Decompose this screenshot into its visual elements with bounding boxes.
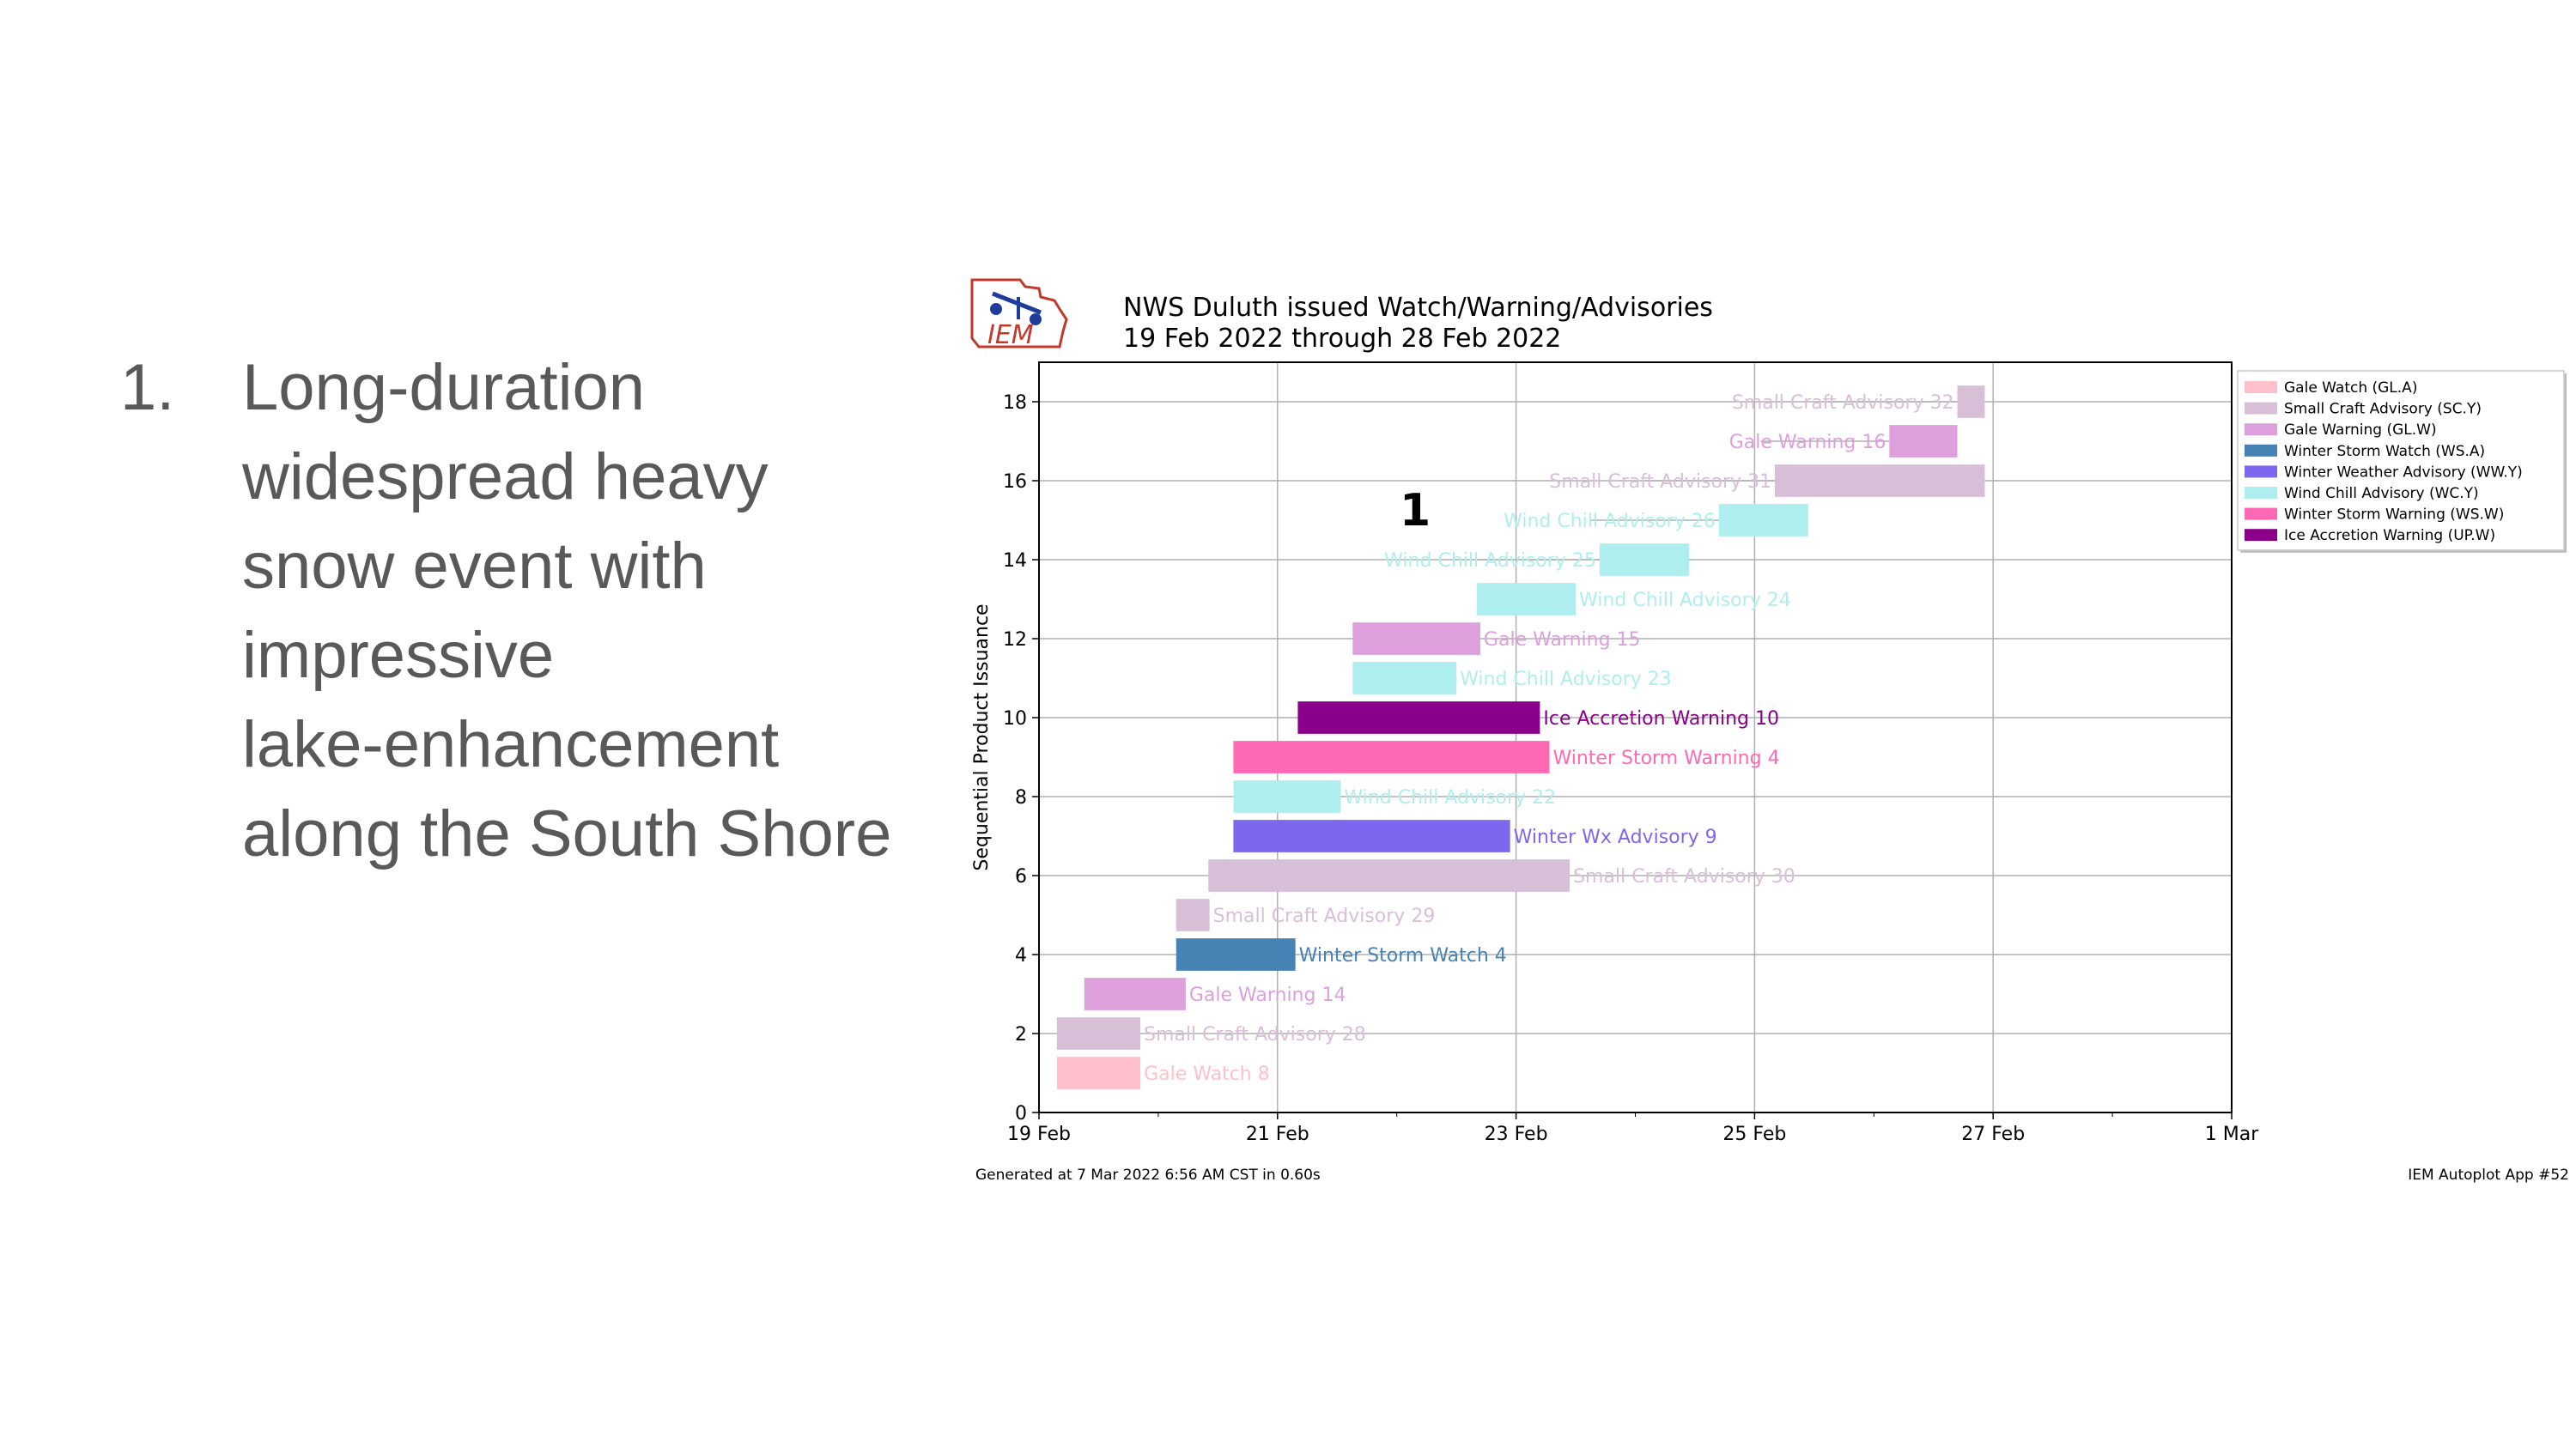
y-tick-label: 6 [1015,866,1027,888]
gantt-bar [1957,385,1985,418]
bar-label: Gale Watch 8 [1144,1064,1270,1085]
legend-swatch [2245,529,2277,542]
gantt-bar [1599,543,1690,576]
bar-label: Winter Wx Advisory 9 [1514,827,1717,848]
legend-label: Gale Warning (GL.W) [2284,421,2437,439]
bar-label: Small Craft Advisory 28 [1144,1024,1366,1046]
gantt-bar [1352,622,1480,655]
gantt-bar [1056,1057,1141,1089]
gantt-bar [1297,701,1540,734]
legend-swatch [2245,507,2277,520]
annotation-number: 1 [1400,485,1431,537]
bar-label: Wind Chill Advisory 24 [1579,590,1791,611]
bar-label: Wind Chill Advisory 26 [1504,511,1716,532]
legend: Gale Watch (GL.A) Small Craft Advisory (S… [2237,370,2567,553]
x-tick-label: 23 Feb [1485,1124,1548,1145]
legend-swatch [2245,487,2277,499]
bar-label: Wind Chill Advisory 25 [1384,550,1596,572]
footer-generated: Generated at 7 Mar 2022 6:56 AM CST in 0… [975,1167,1321,1184]
bar-label: Gale Warning 16 [1729,432,1886,453]
bar-label: Gale Warning 15 [1484,629,1641,651]
x-axis-ticks: 19 Feb 21 Feb 23 Feb 25 Feb 27 Feb 1 Mar [1007,1113,2259,1145]
gantt-bar [1233,741,1550,773]
list-item-text: Long-duration widespread heavy snow even… [242,351,892,870]
bar-label: Small Craft Advisory 31 [1549,471,1771,493]
slide-text-block: 1. Long-duration widespread heavy snow e… [120,343,910,879]
y-tick-label: 10 [1003,708,1027,730]
gantt-bar [1056,1017,1141,1050]
legend-box [2237,370,2565,551]
y-tick-label: 4 [1015,945,1027,967]
y-tick-label: 18 [1003,392,1027,414]
bar-label: Winter Storm Warning 4 [1552,748,1779,769]
legend-label: Winter Weather Advisory (WW.Y) [2284,464,2523,481]
x-tick-label: 25 Feb [1722,1124,1786,1145]
y-axis-label: Sequential Product Issuance [971,603,993,870]
bar-label: Wind Chill Advisory 23 [1460,669,1672,690]
legend-swatch [2245,381,2277,393]
chart-svg: IEM NWS Duluth issued Watch/Warning/Advi… [970,278,2569,1184]
gantt-bar [1476,583,1577,615]
legend-label: Winter Storm Warning (WS.W) [2284,506,2504,524]
y-tick-label: 2 [1015,1024,1027,1046]
gantt-bar [1233,780,1341,813]
legend-swatch [2245,423,2277,436]
gantt-bar [1889,425,1958,458]
legend-label: Gale Watch (GL.A) [2284,379,2417,397]
chart-subtitle: 19 Feb 2022 through 28 Feb 2022 [1123,324,1561,354]
legend-label: Winter Storm Watch (WS.A) [2284,443,2485,460]
x-tick-label: 21 Feb [1246,1124,1309,1145]
bar-label: Ice Accretion Warning 10 [1543,708,1779,730]
bar-labels-group: Gale Watch 8 Small Craft Advisory 28 Gale … [1144,392,1958,1085]
legend-swatch [2245,444,2277,457]
legend-label: Small Craft Advisory (SC.Y) [2284,401,2482,418]
x-tick-label: 27 Feb [1961,1124,2025,1145]
chart-image: IEM NWS Duluth issued Watch/Warning/Advi… [970,275,2576,1202]
iem-logo: IEM [970,278,1068,350]
x-tick-label: 19 Feb [1007,1124,1071,1145]
bar-label: Small Craft Advisory 32 [1732,392,1954,414]
legend-swatch [2245,402,2277,415]
y-tick-label: 16 [1003,471,1027,493]
y-tick-label: 12 [1003,629,1027,651]
y-tick-label: 8 [1015,787,1027,809]
gantt-bar [1775,464,1985,497]
legend-label: Wind Chill Advisory (WC.Y) [2284,485,2479,502]
gantt-bar [1718,504,1808,537]
y-axis-ticks: 0 2 4 6 8 10 12 14 16 18 [1003,392,1039,1125]
logo-text: IEM [987,320,1034,350]
y-tick-label: 14 [1003,550,1027,572]
bar-label: Wind Chill Advisory 22 [1344,787,1556,809]
y-tick-label: 0 [1015,1103,1027,1125]
bar-label: Small Craft Advisory 29 [1213,906,1436,927]
footer-app: IEM Autoplot App #52 [2408,1167,2569,1184]
gantt-bar [1176,938,1296,971]
gantt-bar [1352,662,1457,694]
legend-label: Ice Accretion Warning (UP.W) [2284,527,2495,544]
chart-title: NWS Duluth issued Watch/Warning/Advisori… [1123,293,1713,323]
gantt-bar [1208,859,1571,892]
x-tick-label: 1 Mar [2205,1124,2259,1145]
gantt-bar [1233,820,1510,852]
gantt-bar [1084,978,1186,1010]
bar-label: Gale Warning 14 [1189,985,1346,1006]
legend-swatch [2245,465,2277,478]
list-number: 1. [120,351,175,424]
bars-group [1056,385,1985,1089]
gantt-bar [1176,899,1210,931]
bar-label: Winter Storm Watch 4 [1299,945,1507,967]
bar-label: Small Craft Advisory 30 [1573,866,1795,888]
